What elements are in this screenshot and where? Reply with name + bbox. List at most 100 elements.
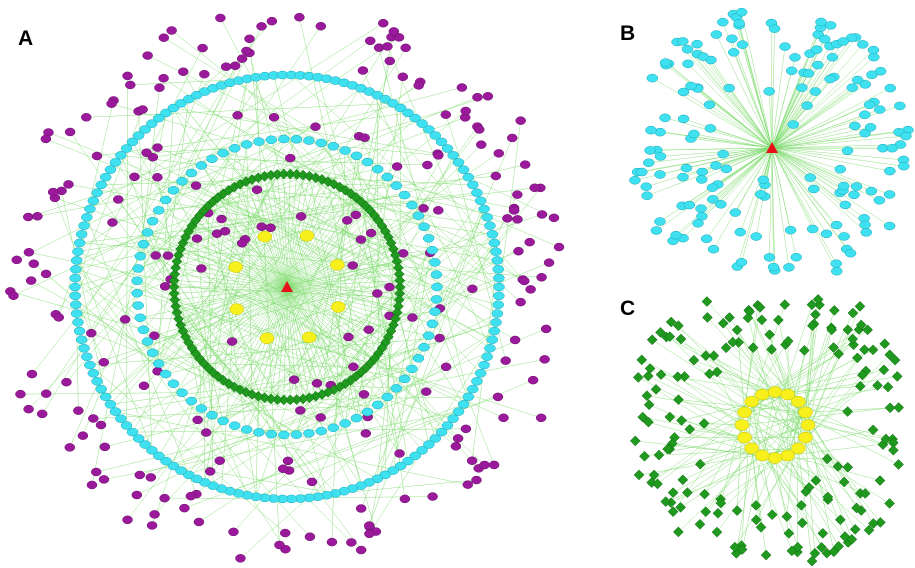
compound-node xyxy=(206,154,218,164)
compound-node xyxy=(837,37,849,46)
compound-node xyxy=(253,137,265,146)
compound-node xyxy=(796,83,808,92)
target-node xyxy=(450,442,462,451)
target-node xyxy=(8,291,19,300)
target-node xyxy=(295,212,307,221)
compound-node xyxy=(866,70,878,80)
target-node xyxy=(265,223,276,233)
compound-node xyxy=(327,141,340,151)
compound-node xyxy=(824,74,836,84)
compound-node xyxy=(457,165,470,174)
compound-node xyxy=(91,188,103,197)
herb-node xyxy=(717,317,729,329)
target-node xyxy=(98,358,110,367)
target-node xyxy=(519,160,531,169)
compound-node xyxy=(139,440,151,449)
compound-node xyxy=(677,37,689,46)
compound-node xyxy=(152,359,165,368)
compound-node xyxy=(850,182,863,191)
compound-node xyxy=(727,48,740,57)
target-node xyxy=(28,259,40,269)
herb-node xyxy=(796,517,808,529)
target-node xyxy=(86,328,97,338)
target-node xyxy=(26,369,38,379)
compound-node xyxy=(381,392,394,402)
compound-node xyxy=(70,309,83,318)
compound-node xyxy=(677,172,689,182)
core-node xyxy=(301,331,317,344)
target-node xyxy=(548,213,560,223)
compound-node xyxy=(802,69,815,78)
target-node xyxy=(397,72,409,82)
compound-node xyxy=(801,101,813,110)
compound-node xyxy=(418,342,430,352)
herb-node xyxy=(816,541,827,553)
target-node xyxy=(193,517,205,527)
target-node xyxy=(360,429,372,438)
target-node xyxy=(433,151,444,160)
compound-node xyxy=(873,105,886,114)
compound-node xyxy=(700,234,713,244)
compound-node xyxy=(844,248,857,258)
compound-node xyxy=(81,213,93,222)
target-node xyxy=(394,449,405,458)
target-node xyxy=(315,413,326,422)
herb-node xyxy=(712,507,724,519)
herb-node xyxy=(684,423,696,435)
compound-node xyxy=(422,234,435,243)
herb-node xyxy=(847,333,859,345)
compound-node xyxy=(492,265,505,274)
compound-node xyxy=(467,180,479,190)
compound-node xyxy=(303,429,315,438)
herb-node xyxy=(800,486,812,498)
compound-node xyxy=(78,221,90,230)
core-node xyxy=(299,229,315,242)
herb-node xyxy=(720,342,732,354)
target-node xyxy=(149,510,160,519)
compound-node xyxy=(865,186,878,196)
target-node xyxy=(393,33,405,42)
target-node xyxy=(304,532,316,541)
herb-node xyxy=(698,418,710,429)
target-node xyxy=(274,540,285,550)
compound-node xyxy=(217,148,229,158)
target-node xyxy=(64,443,76,452)
target-node xyxy=(471,475,482,485)
compound-node xyxy=(491,309,504,318)
compound-node xyxy=(206,410,218,420)
compound-node xyxy=(806,224,819,234)
compound-node xyxy=(175,466,187,475)
compound-node xyxy=(645,125,657,135)
compound-node xyxy=(398,374,411,384)
compound-node xyxy=(462,392,475,402)
target-node xyxy=(482,92,494,101)
target-node xyxy=(310,122,321,131)
compound-node xyxy=(416,119,428,128)
compound-node xyxy=(70,256,83,265)
herb-node xyxy=(641,390,653,402)
compound-node xyxy=(84,360,96,370)
target-node xyxy=(251,185,263,194)
herb-node xyxy=(821,453,833,465)
herb-node xyxy=(169,268,181,280)
herb-node xyxy=(838,476,850,488)
compound-node xyxy=(493,273,505,283)
target-node xyxy=(152,143,163,152)
compound-node xyxy=(863,100,876,110)
target-node xyxy=(40,269,52,279)
herb-node xyxy=(851,502,862,514)
herb-node xyxy=(731,324,743,336)
compound-node xyxy=(132,301,144,310)
compound-node xyxy=(228,144,241,153)
compound-node xyxy=(685,81,697,91)
compound-node xyxy=(350,413,363,423)
herb-node xyxy=(639,450,650,462)
compound-node xyxy=(779,42,791,51)
herb-node xyxy=(893,402,905,413)
compound-node xyxy=(115,151,127,160)
compound-node xyxy=(688,129,700,139)
herb-node xyxy=(664,331,676,342)
target-node xyxy=(407,313,418,322)
compound-node xyxy=(859,110,871,120)
